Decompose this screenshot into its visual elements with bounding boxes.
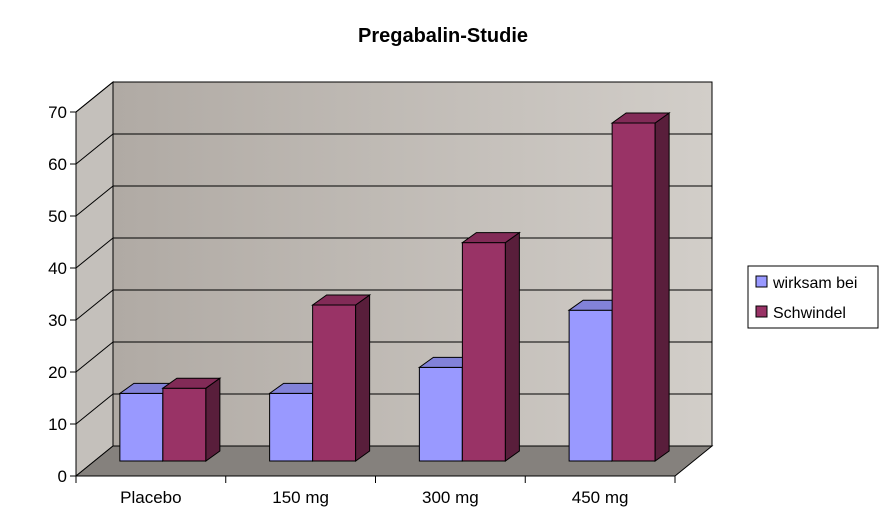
y-tick-label: 10 xyxy=(48,415,67,434)
bar-top xyxy=(161,377,222,389)
bar-front xyxy=(162,387,207,462)
bars xyxy=(118,112,671,462)
bar-front xyxy=(568,309,613,462)
y-tick-label: 70 xyxy=(48,103,67,122)
bar-front xyxy=(611,122,656,462)
bar-schwindel xyxy=(311,294,372,462)
bar-side xyxy=(654,112,670,462)
bar-top xyxy=(610,112,671,124)
x-tick-label: 300 mg xyxy=(422,488,479,507)
y-tick-label: 60 xyxy=(48,155,67,174)
y-tick-label: 50 xyxy=(48,207,67,226)
gridline-side xyxy=(75,289,114,321)
x-tick-label: Placebo xyxy=(120,488,181,507)
bar-top xyxy=(311,294,372,306)
gridline-side xyxy=(75,81,114,113)
bar-top xyxy=(460,232,521,244)
gridline-side xyxy=(75,185,114,217)
gridline-side xyxy=(75,393,114,425)
legend-swatch-wirksam xyxy=(755,275,768,288)
bar-front xyxy=(119,392,164,462)
chart-side-wall xyxy=(75,80,114,478)
y-tick-label: 40 xyxy=(48,259,67,278)
bar-side xyxy=(355,294,371,462)
bar-side xyxy=(504,231,520,462)
x-tick-label: 150 mg xyxy=(272,488,329,507)
gridline-side xyxy=(75,341,114,373)
chart-title: Pregabalin-Studie xyxy=(358,25,528,47)
gridline-side xyxy=(75,133,114,165)
bar-front xyxy=(269,392,314,462)
legend-box xyxy=(747,265,879,329)
axes: 0 10 20 30 40 50 60 70 Placebo 150 mg 300 mg 450 mg xyxy=(48,103,676,507)
bar-side xyxy=(205,377,221,462)
bar-front xyxy=(418,366,463,462)
legend-swatch-schwindel xyxy=(755,305,768,318)
y-tick-label: 20 xyxy=(48,363,67,382)
x-tick-label: 450 mg xyxy=(572,488,629,507)
bar-schwindel xyxy=(161,377,222,462)
bar-schwindel xyxy=(460,231,521,462)
bar-schwindel xyxy=(610,112,671,462)
legend-label-wirksam: wirksam bei xyxy=(772,275,857,292)
y-tick-label: 30 xyxy=(48,311,67,330)
gridline-side xyxy=(75,237,114,269)
bar-front xyxy=(461,242,506,462)
legend: wirksam bei Schwindel xyxy=(747,265,879,329)
legend-label-schwindel: Schwindel xyxy=(773,305,846,322)
y-tick-label: 0 xyxy=(58,467,67,486)
bar-front xyxy=(312,304,357,462)
